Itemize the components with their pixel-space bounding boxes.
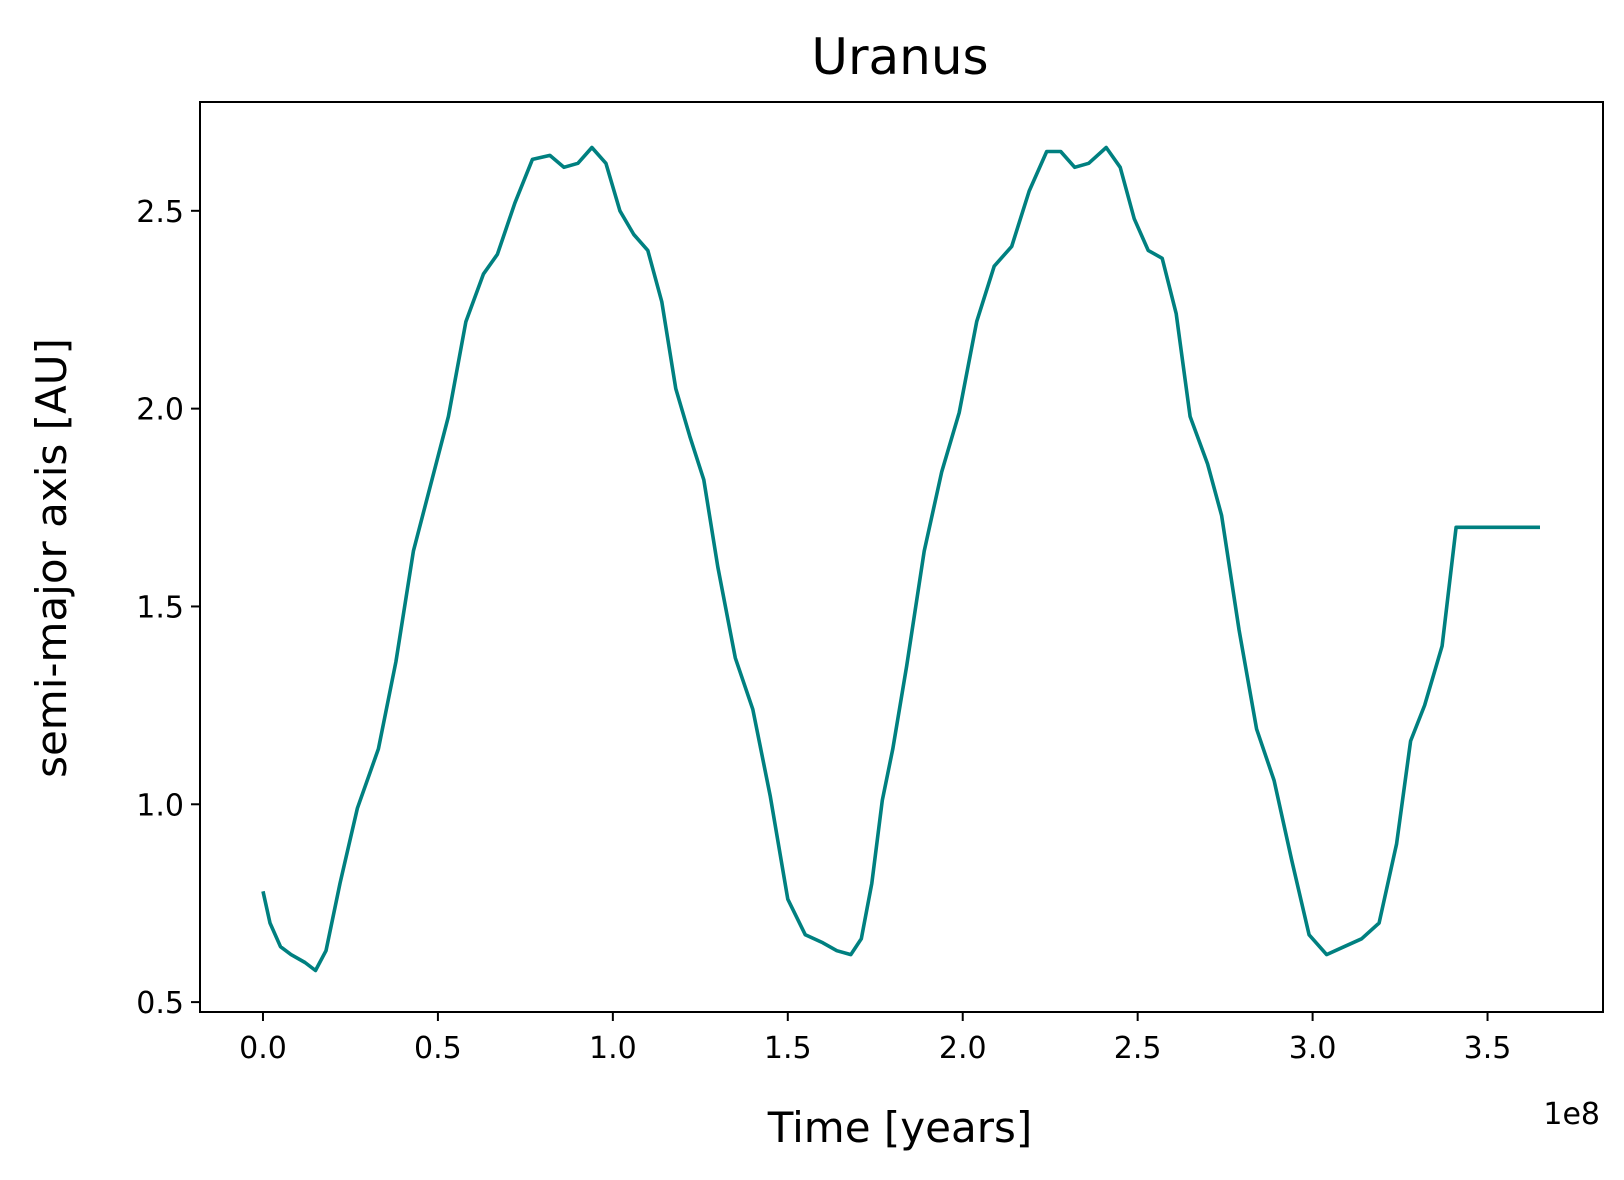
y-tick-label: 2.5 bbox=[136, 195, 184, 230]
chart-title: Uranus bbox=[811, 28, 988, 86]
x-axis-offset-label: 1e8 bbox=[1543, 1097, 1600, 1132]
x-tick-label: 2.5 bbox=[1114, 1031, 1162, 1066]
y-axis-label: semi-major axis [AU] bbox=[27, 338, 76, 778]
x-tick-label: 3.0 bbox=[1289, 1031, 1337, 1066]
x-tick-label: 3.5 bbox=[1464, 1031, 1512, 1066]
series-line-0 bbox=[261, 145, 1540, 973]
x-tick-label: 1.5 bbox=[764, 1031, 812, 1066]
x-tick-label: 2.0 bbox=[939, 1031, 987, 1066]
y-tick-label: 2.0 bbox=[136, 393, 184, 428]
y-tick-label: 1.0 bbox=[136, 788, 184, 823]
x-axis-label: Time [years] bbox=[767, 1103, 1033, 1152]
y-tick-label: 0.5 bbox=[136, 986, 184, 1021]
x-tick-label: 1.0 bbox=[589, 1031, 637, 1066]
y-tick-label: 1.5 bbox=[136, 590, 184, 625]
plot-area: 0.0 0.5 1.0 1.5 2.0 2.5 3.0 3.5 0.5 1.0 1.5 2.0 2.5 bbox=[136, 101, 1604, 1066]
x-tick-label: 0.5 bbox=[414, 1031, 462, 1066]
x-tick-label: 0.0 bbox=[239, 1031, 287, 1066]
plot-frame bbox=[199, 101, 1604, 1013]
